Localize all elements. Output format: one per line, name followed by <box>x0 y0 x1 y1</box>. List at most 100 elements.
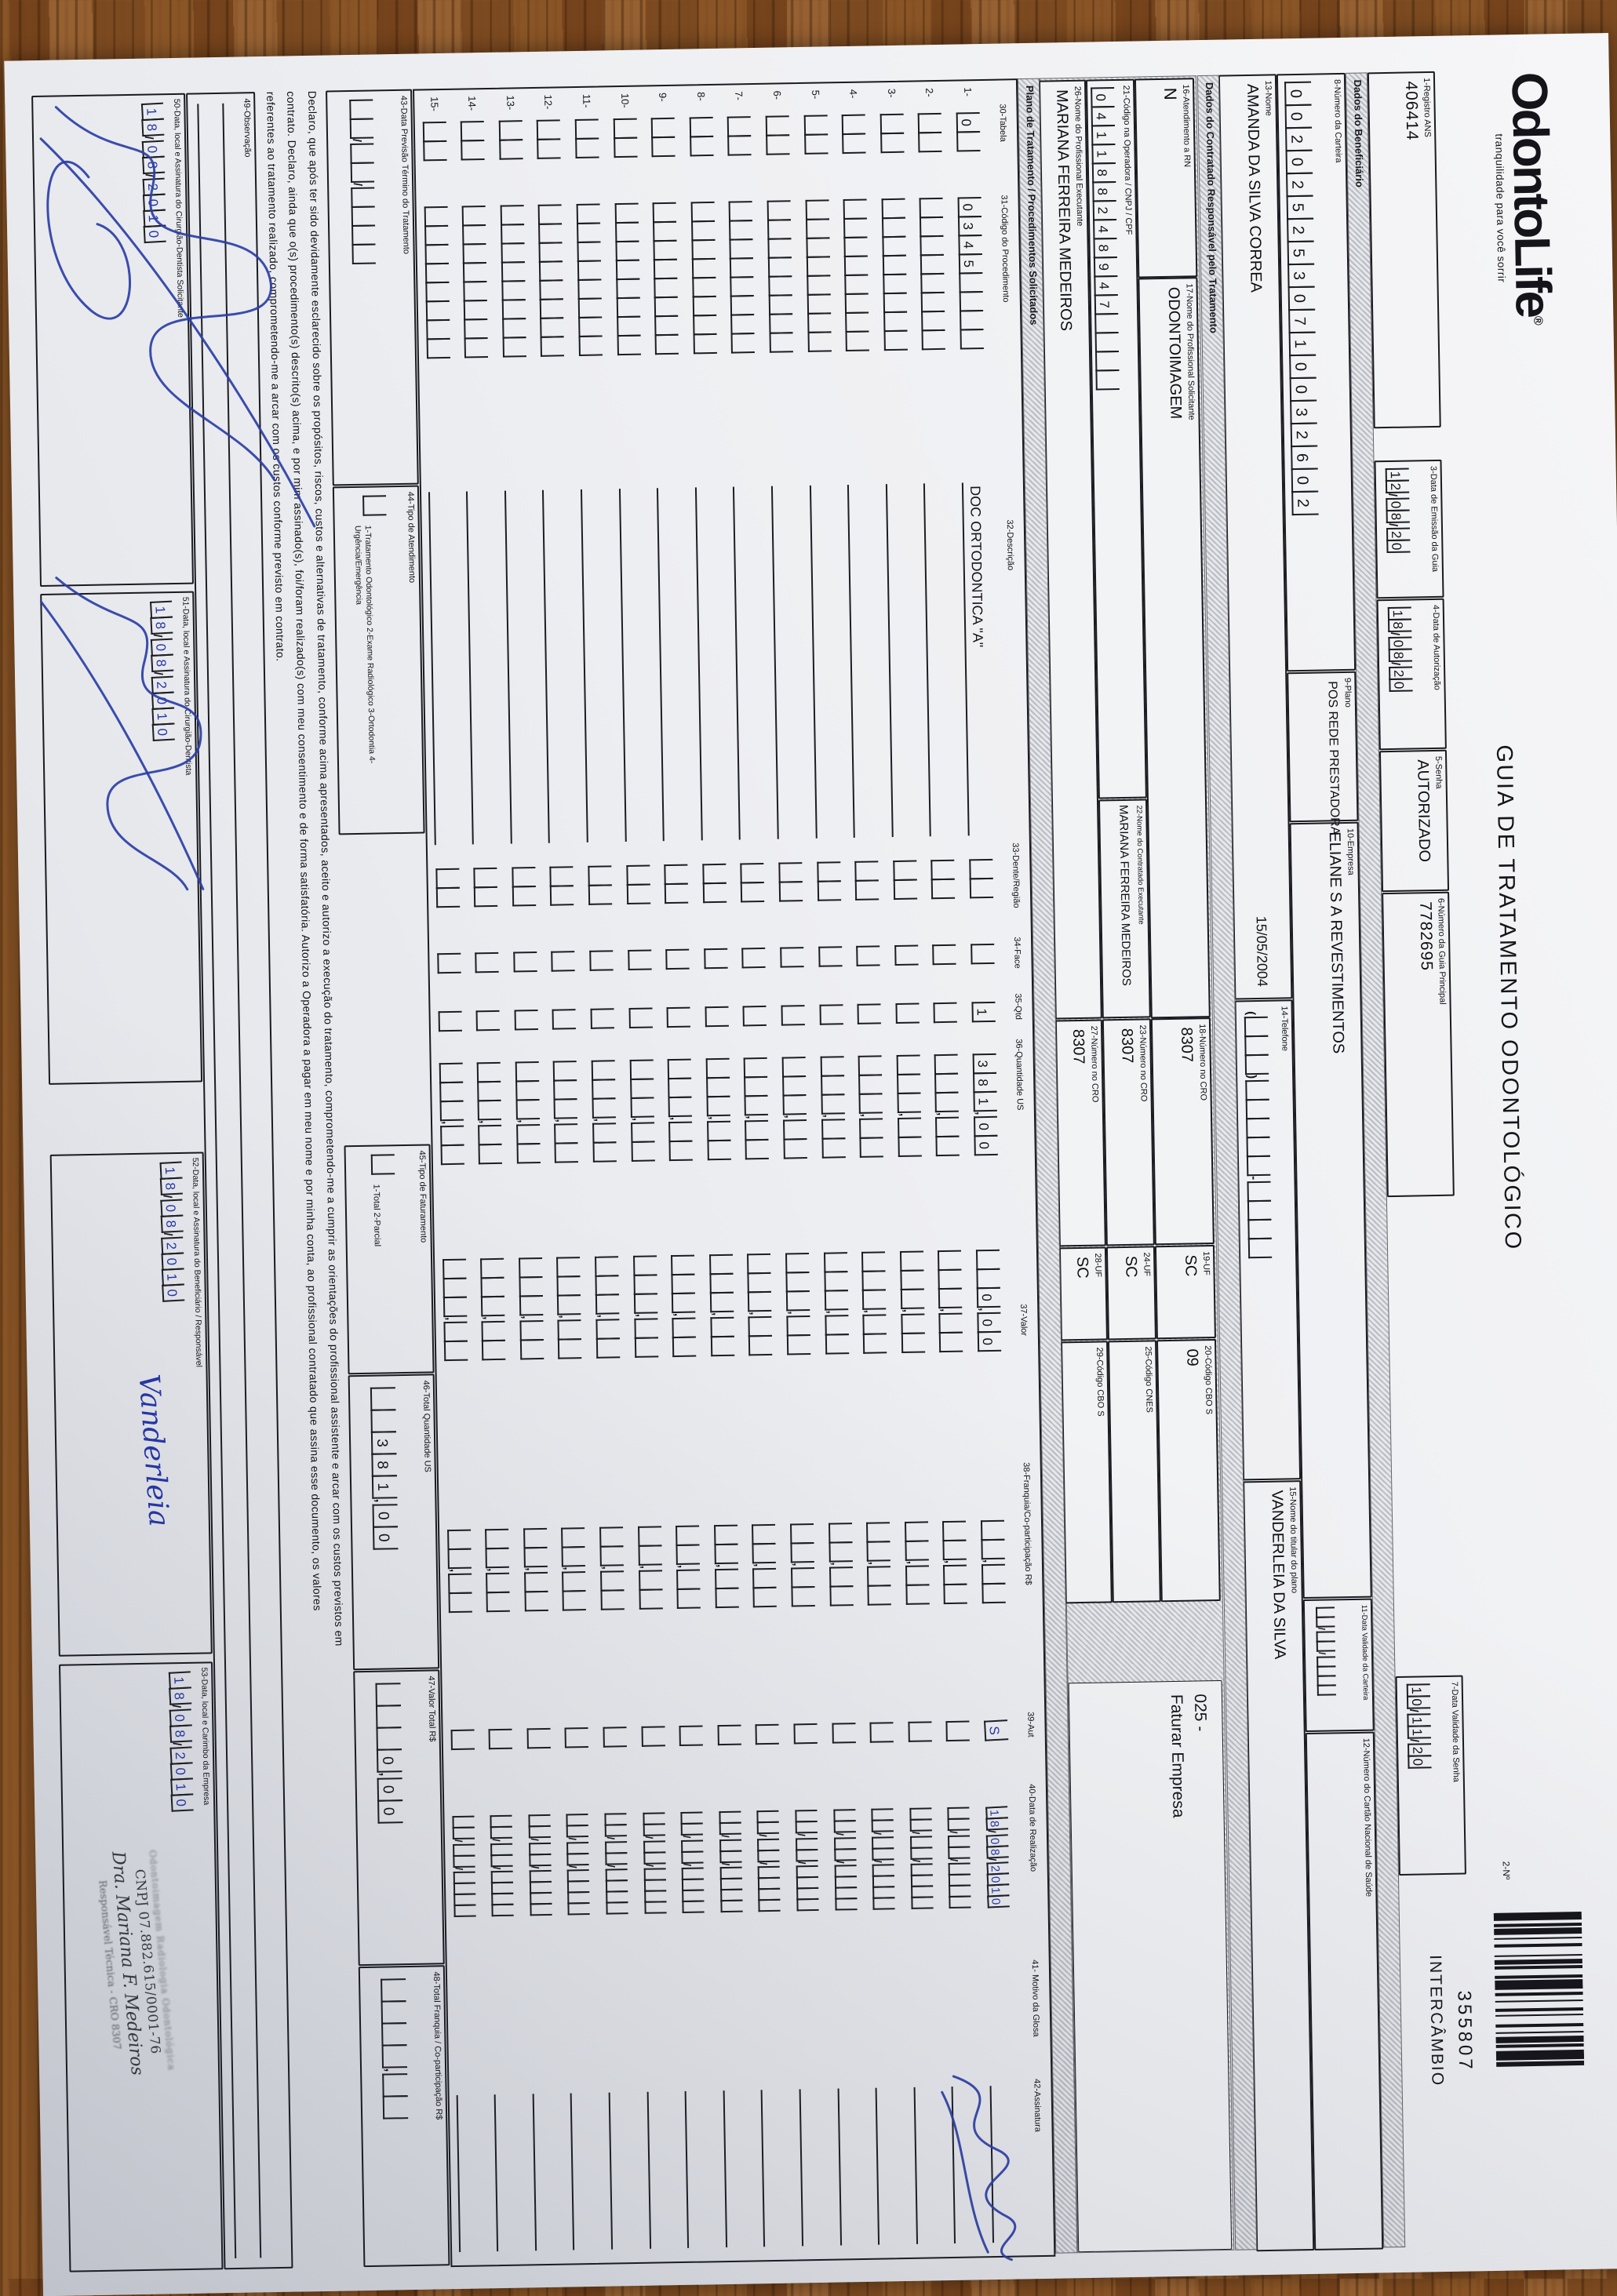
comb-cell <box>592 1123 617 1144</box>
row-comb <box>741 947 767 969</box>
row-comb: , <box>553 1061 579 1163</box>
comb-cell: 0 <box>1284 104 1313 129</box>
col-header-dente: 33-Dente/Região <box>1010 842 1022 908</box>
comb-cell <box>540 298 564 319</box>
comb-cell <box>1094 312 1119 334</box>
comb-cell <box>485 1528 509 1550</box>
comb-cell <box>425 318 450 340</box>
comb-cell <box>691 257 716 279</box>
comb-cell <box>481 1295 505 1317</box>
comb-cell <box>806 275 831 296</box>
comb-cell <box>857 1003 882 1024</box>
comb-cell: 0 <box>956 112 981 133</box>
row-comb: , <box>861 1251 887 1354</box>
descricao-line <box>809 485 843 839</box>
comb-cell <box>727 116 752 137</box>
field-cro-contratado: 23-Número no CRO 8307 <box>1102 1018 1155 1246</box>
comb-cell <box>562 1590 587 1611</box>
comb-cell <box>617 334 641 356</box>
row-comb: / / <box>680 1811 705 1914</box>
comb-cell: 4 <box>1094 275 1118 297</box>
comb-cell <box>881 217 906 238</box>
col-header-assinatura: 42-Assinatura <box>1032 2079 1043 2133</box>
comb-cell <box>447 1548 472 1570</box>
comb-cell <box>519 1294 544 1316</box>
comb-cell <box>862 1289 887 1310</box>
comb-cell <box>920 216 944 238</box>
comb-cell: 0 <box>976 1286 1001 1308</box>
comb-cell <box>905 1565 930 1587</box>
comb-cell <box>1247 1199 1272 1221</box>
comb-cell <box>949 1895 972 1909</box>
row-comb <box>945 1720 971 1742</box>
comb-cell: 3 <box>972 1053 997 1075</box>
row-comb <box>498 120 523 160</box>
comb-cell: S <box>983 1719 1009 1741</box>
comb-cell <box>708 1254 734 1275</box>
row-comb <box>438 1010 462 1032</box>
comb-cell <box>920 253 945 275</box>
comb-cell <box>934 1053 959 1075</box>
assinatura-line <box>493 2094 524 2252</box>
comb-cell <box>478 1125 502 1146</box>
field-contratado-executante: 22-Nome do Contratado Executante MARIANA… <box>1098 799 1151 1019</box>
comb-cell <box>665 948 690 970</box>
comb-cell: 0 <box>974 1134 998 1156</box>
comb-separator: , <box>710 1312 724 1316</box>
row-comb <box>603 1727 628 1748</box>
field-registro-ans: 1-Registro ANS 406414 <box>1367 71 1441 429</box>
franquia-total-comb: , <box>381 1978 409 2120</box>
comb-cell <box>709 1272 734 1294</box>
comb-cell <box>908 1721 932 1742</box>
comb-cell <box>769 332 793 353</box>
comb-cell <box>462 224 486 246</box>
comb-cell <box>828 1523 853 1544</box>
comb-separator: , <box>562 1566 576 1570</box>
comb-cell <box>943 1564 967 1586</box>
comb-cell <box>595 1294 620 1315</box>
comb-cell: 3 <box>1287 263 1315 289</box>
comb-cell <box>692 314 717 336</box>
comb-cell <box>538 242 563 263</box>
comb-separator: , <box>867 1561 881 1565</box>
comb-cell: 1 <box>1091 124 1116 146</box>
comb-cell <box>920 272 945 294</box>
comb-separator: ) <box>1245 1074 1259 1079</box>
comb-cell: 0 <box>977 1330 1002 1352</box>
comb-cell <box>463 261 487 283</box>
comb-cell <box>501 299 526 320</box>
comb-cell <box>786 1334 811 1355</box>
beneficiario-signature: Vanderleia <box>132 1373 175 1528</box>
comb-cell <box>744 1057 768 1079</box>
comb-cell <box>932 944 957 966</box>
comb-cell <box>381 2044 408 2069</box>
comb-separator: , <box>523 1567 537 1571</box>
comb-cell <box>599 1526 624 1548</box>
comb-cell <box>382 2072 408 2098</box>
comb-cell <box>627 949 652 970</box>
comb-cell <box>858 1093 883 1114</box>
comb-cell <box>370 1387 396 1411</box>
comb-cell <box>806 237 830 258</box>
field-cnes: 25-Código CNES <box>1108 1340 1161 1603</box>
comb-separator: , <box>630 1117 644 1122</box>
comb-cell <box>931 859 956 881</box>
comb-separator: , <box>977 1307 991 1312</box>
comb-cell <box>349 99 373 121</box>
row-comb <box>549 866 574 906</box>
comb-cell <box>752 1567 777 1589</box>
comb-cell <box>793 1723 818 1745</box>
comb-cell <box>639 1588 663 1610</box>
field-senha: 5-Senha AUTORIZADO <box>1378 749 1450 893</box>
row-comb <box>869 1722 894 1743</box>
comb-cell <box>766 134 790 155</box>
comb-cell <box>588 884 613 905</box>
row-number: 13- <box>504 95 517 111</box>
comb-separator: , <box>676 1564 690 1569</box>
descricao-line <box>466 490 500 845</box>
comb-cell <box>615 278 640 300</box>
assinatura-line <box>608 2092 639 2250</box>
